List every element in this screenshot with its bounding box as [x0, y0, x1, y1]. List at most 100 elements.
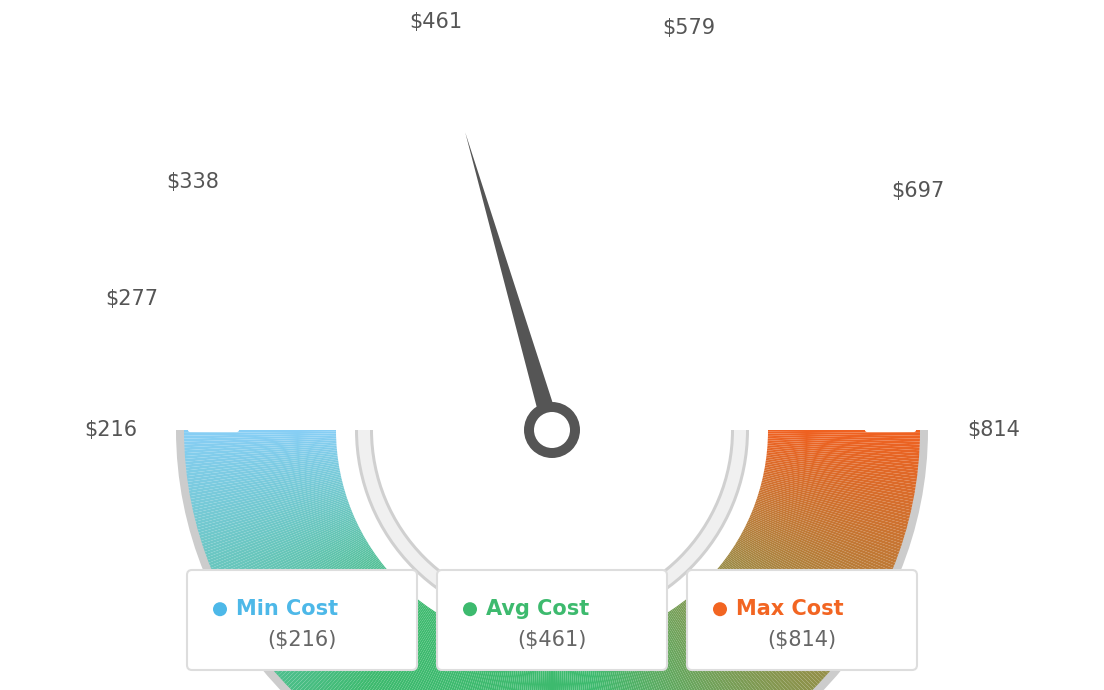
Wedge shape — [538, 645, 545, 690]
Wedge shape — [215, 518, 357, 585]
Text: ($461): ($461) — [518, 630, 586, 650]
Wedge shape — [764, 464, 917, 491]
Wedge shape — [698, 586, 805, 690]
Wedge shape — [629, 630, 688, 690]
Wedge shape — [413, 629, 473, 690]
Wedge shape — [657, 617, 735, 690]
Wedge shape — [766, 452, 920, 471]
Wedge shape — [355, 430, 749, 627]
Wedge shape — [424, 632, 479, 690]
Wedge shape — [235, 541, 369, 623]
Wedge shape — [660, 615, 741, 690]
Wedge shape — [183, 444, 338, 456]
Wedge shape — [240, 545, 371, 631]
Wedge shape — [602, 639, 641, 690]
Wedge shape — [253, 556, 379, 650]
Wedge shape — [336, 430, 768, 646]
Wedge shape — [337, 605, 428, 690]
Wedge shape — [191, 477, 342, 513]
Wedge shape — [206, 508, 352, 566]
Wedge shape — [305, 590, 410, 690]
Text: ($216): ($216) — [267, 630, 337, 650]
Wedge shape — [737, 537, 873, 616]
Wedge shape — [497, 642, 522, 690]
Wedge shape — [238, 544, 371, 629]
Wedge shape — [201, 498, 349, 550]
Wedge shape — [761, 480, 912, 519]
Wedge shape — [763, 469, 916, 500]
Wedge shape — [284, 578, 397, 687]
Wedge shape — [612, 636, 658, 690]
Wedge shape — [216, 520, 358, 588]
Wedge shape — [725, 556, 851, 650]
Wedge shape — [187, 462, 340, 488]
Wedge shape — [574, 644, 593, 690]
Wedge shape — [195, 489, 346, 533]
Wedge shape — [597, 640, 633, 690]
Wedge shape — [210, 512, 354, 574]
Wedge shape — [468, 640, 506, 690]
Wedge shape — [672, 607, 763, 690]
Wedge shape — [402, 627, 467, 690]
Wedge shape — [204, 503, 350, 558]
Wedge shape — [750, 514, 893, 577]
Wedge shape — [250, 553, 378, 645]
Wedge shape — [226, 532, 363, 609]
Wedge shape — [716, 567, 837, 668]
Wedge shape — [511, 644, 530, 690]
Wedge shape — [765, 457, 920, 480]
FancyBboxPatch shape — [187, 570, 417, 670]
Wedge shape — [288, 581, 400, 690]
Wedge shape — [446, 636, 492, 690]
Wedge shape — [594, 640, 627, 690]
Wedge shape — [416, 630, 475, 690]
Wedge shape — [614, 635, 661, 690]
Wedge shape — [631, 629, 691, 690]
Wedge shape — [675, 606, 765, 690]
Wedge shape — [554, 645, 558, 690]
Wedge shape — [740, 533, 877, 611]
Wedge shape — [754, 501, 901, 555]
Wedge shape — [766, 444, 921, 456]
Wedge shape — [477, 640, 510, 690]
Wedge shape — [367, 616, 446, 690]
Wedge shape — [198, 491, 347, 539]
Wedge shape — [765, 459, 919, 482]
Wedge shape — [222, 528, 361, 600]
Wedge shape — [426, 632, 480, 690]
Wedge shape — [758, 486, 909, 531]
Wedge shape — [643, 624, 710, 690]
Wedge shape — [736, 540, 870, 621]
Wedge shape — [577, 643, 598, 690]
Wedge shape — [258, 560, 382, 657]
Wedge shape — [569, 644, 584, 690]
Wedge shape — [758, 490, 907, 536]
Wedge shape — [765, 460, 919, 485]
Wedge shape — [688, 595, 788, 690]
Wedge shape — [704, 581, 816, 690]
Wedge shape — [520, 644, 535, 690]
Wedge shape — [605, 638, 647, 690]
Wedge shape — [648, 622, 720, 690]
Wedge shape — [755, 500, 902, 553]
Wedge shape — [326, 600, 422, 690]
Wedge shape — [182, 433, 337, 439]
Wedge shape — [761, 482, 911, 522]
Wedge shape — [592, 641, 624, 690]
Wedge shape — [667, 611, 753, 690]
Wedge shape — [702, 583, 811, 690]
Wedge shape — [656, 618, 733, 690]
Wedge shape — [764, 462, 917, 488]
Wedge shape — [766, 440, 922, 451]
Wedge shape — [256, 559, 381, 655]
Wedge shape — [339, 606, 429, 690]
Polygon shape — [465, 132, 561, 433]
Wedge shape — [757, 493, 905, 542]
Wedge shape — [733, 544, 866, 629]
Wedge shape — [190, 473, 342, 508]
Wedge shape — [213, 517, 357, 582]
Wedge shape — [192, 480, 343, 519]
Wedge shape — [601, 639, 638, 690]
Wedge shape — [741, 532, 878, 609]
Wedge shape — [187, 465, 340, 493]
